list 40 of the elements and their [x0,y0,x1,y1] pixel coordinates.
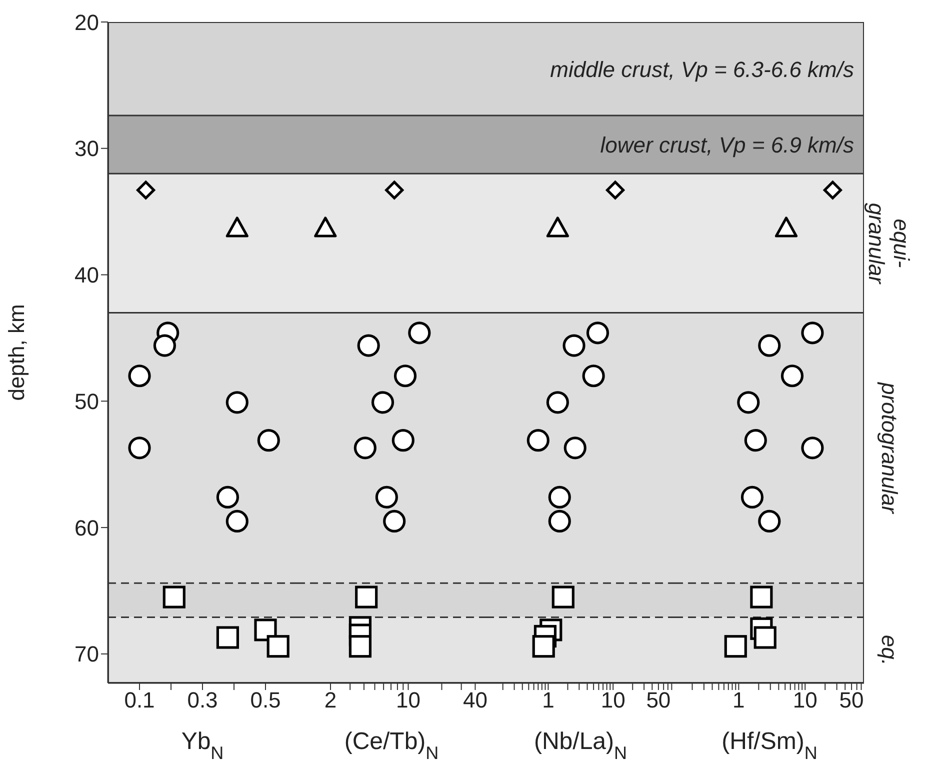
y-tick-label: 60 [74,515,99,540]
x-tick-label: 2 [324,688,337,713]
x-tick-label: 10 [396,688,420,713]
point [257,429,280,452]
x-tick-label: 1 [732,688,745,713]
band-label: middle crust, Vp = 6.3-6.6 km/s [550,56,854,82]
x-tick-label: 40 [462,688,488,713]
x-tick-label: 50 [646,688,671,713]
y-tick-label: 30 [74,136,99,162]
band-label: eq. [877,634,902,666]
point [153,334,176,357]
x-tick-label: 10 [600,688,626,713]
x-axis-title: Yb$_{N}$ [181,728,224,763]
y-tick-label: 40 [74,262,99,288]
x-tick-label: 0.3 [187,688,218,713]
x-tick-label: 0.1 [124,688,155,713]
x-tick-label: 0.5 [250,688,281,713]
x-tick-label: 50 [839,688,864,713]
point [226,391,248,414]
y-tick-label: 50 [74,388,99,414]
point [162,586,186,608]
point [136,180,156,200]
band-label: protogranular [877,381,902,516]
x-axis-title: (Nb/La)$_{N}$ [534,728,628,763]
point [216,626,239,649]
point [216,486,239,509]
x-axis-title: (Hf/Sm)$_{N}$ [722,728,818,763]
x-axis-title: (Ce/Tb)$_{N}$ [344,728,439,763]
band-label: equi-granular [864,202,914,286]
x-tick-label: 10 [792,688,818,713]
y-tick-label: 70 [74,642,99,667]
point [128,436,151,460]
x-tick-label: 1 [542,688,554,713]
point [226,216,248,238]
y-axis-title: depth, km [4,304,29,401]
point [226,510,248,533]
y-tick-label: 20 [74,10,99,35]
band-label: lower crust, Vp = 6.9 km/s [600,132,854,158]
point [266,635,290,658]
point [128,364,151,388]
